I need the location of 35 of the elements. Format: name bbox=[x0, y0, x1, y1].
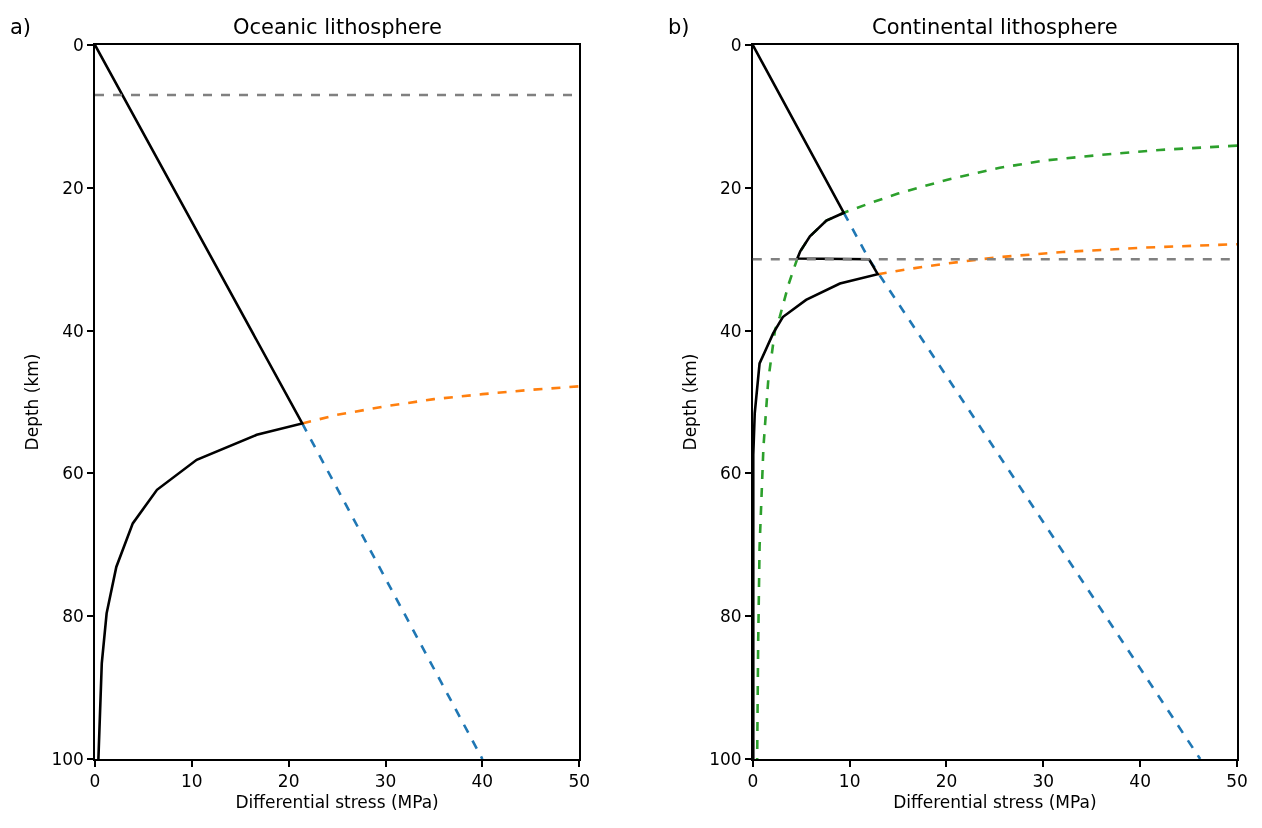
x-tick-label: 20 bbox=[935, 771, 958, 792]
line-series bbox=[755, 144, 1237, 759]
chart-title: Oceanic lithosphere bbox=[233, 15, 442, 39]
line-series bbox=[876, 242, 1237, 276]
y-axis-title: Depth (km) bbox=[22, 353, 43, 451]
x-axis-title: Differential stress (MPa) bbox=[893, 792, 1097, 813]
y-tick-label: 40 bbox=[720, 320, 742, 341]
x-tick-label: 0 bbox=[747, 771, 759, 792]
y-tick-label: 80 bbox=[720, 606, 742, 627]
x-tick-label: 40 bbox=[471, 771, 494, 792]
y-tick-label: 20 bbox=[62, 177, 84, 198]
x-tick-label: 50 bbox=[568, 771, 591, 792]
x-tick-label: 30 bbox=[374, 771, 397, 792]
y-tick-label: 0 bbox=[730, 34, 742, 55]
y-tick-label: 60 bbox=[720, 463, 742, 484]
y-axis-title: Depth (km) bbox=[680, 353, 701, 451]
y-tick-label: 0 bbox=[73, 34, 84, 55]
y-tick-label: 100 bbox=[51, 748, 84, 769]
y-tick-label: 80 bbox=[62, 606, 84, 627]
x-tick-label: 40 bbox=[1129, 771, 1151, 792]
x-tick-label: 0 bbox=[89, 771, 101, 792]
text: b) bbox=[668, 15, 690, 39]
text: a) bbox=[10, 15, 32, 39]
y-tick-label: 40 bbox=[62, 320, 84, 341]
x-axis-title: Differential stress (MPa) bbox=[235, 792, 439, 813]
x-tick-label: 10 bbox=[181, 771, 203, 792]
y-tick-label: 100 bbox=[709, 748, 742, 769]
line-series bbox=[300, 384, 580, 425]
x-tick-label: 10 bbox=[838, 771, 861, 792]
x-tick-label: 20 bbox=[277, 771, 300, 792]
chart-title: Continental lithosphere bbox=[872, 15, 1118, 39]
x-tick-label: 50 bbox=[1226, 771, 1248, 792]
y-tick-label: 20 bbox=[720, 177, 742, 198]
y-tick-label: 60 bbox=[62, 463, 84, 484]
x-tick-label: 30 bbox=[1032, 771, 1055, 792]
